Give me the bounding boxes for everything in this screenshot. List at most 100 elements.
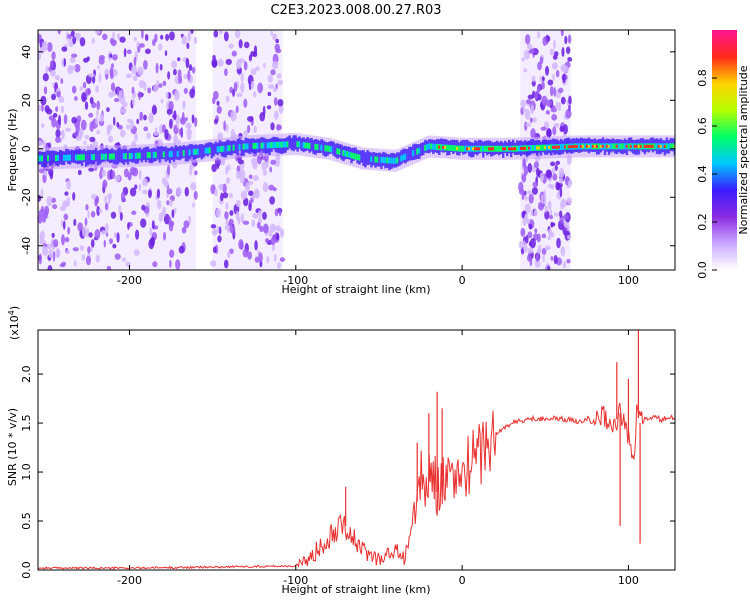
signal-core [130, 152, 134, 159]
signal-core [242, 143, 246, 150]
signal-core [434, 143, 437, 150]
noise-speckle [133, 36, 137, 42]
signal-peak [527, 146, 531, 150]
signal-peak [639, 144, 643, 148]
noise-speckle [85, 255, 91, 266]
noise-speckle [274, 43, 280, 52]
signal-core [76, 154, 80, 161]
noise-speckle [55, 106, 59, 113]
noise-speckle [79, 37, 86, 47]
noise-speckle [156, 80, 160, 86]
noise-speckle [70, 56, 76, 64]
signal-core [62, 154, 66, 161]
noise-speckle [237, 159, 244, 165]
signal-peak [551, 145, 555, 149]
noise-speckle [273, 253, 277, 262]
noise-speckle [167, 71, 171, 80]
signal-core [204, 147, 208, 154]
signal-peak [645, 144, 649, 148]
noise-speckle [278, 210, 282, 217]
signal-core [346, 151, 349, 158]
signal-band [88, 150, 92, 164]
signal-band [300, 138, 304, 151]
noise-speckle [162, 80, 167, 87]
colorbar-tick-label: 0.6 [696, 117, 709, 135]
noise-speckle [225, 177, 231, 184]
noise-speckle [229, 225, 236, 234]
noise-speckle [539, 56, 544, 65]
noise-speckle [95, 85, 99, 93]
signal-core [56, 154, 60, 161]
noise-speckle [173, 207, 177, 213]
signal-peak [651, 144, 655, 148]
noise-speckle [131, 65, 138, 75]
signal-core [350, 152, 353, 159]
signal-core [386, 157, 389, 164]
noise-speckle [222, 183, 227, 194]
noise-speckle [519, 188, 525, 195]
noise-speckle [551, 114, 558, 121]
noise-speckle [522, 217, 527, 227]
signal-band [200, 144, 204, 160]
noise-speckle [216, 225, 220, 234]
noise-speckle [99, 113, 104, 123]
noise-speckle [188, 64, 193, 72]
signal-peak [643, 144, 647, 148]
noise-speckle [522, 106, 526, 112]
signal-core [90, 154, 94, 161]
signal-band [312, 139, 316, 154]
noise-speckle [194, 170, 198, 176]
noise-speckle [541, 247, 547, 256]
noise-speckle [560, 200, 564, 210]
noise-speckle [218, 226, 222, 235]
noise-speckle [60, 78, 64, 84]
noise-speckle [140, 218, 147, 228]
signal-core [306, 142, 310, 149]
signal-core [124, 153, 128, 160]
noise-speckle [527, 247, 534, 254]
signal-band [114, 150, 118, 165]
noise-speckle [269, 166, 273, 173]
signal-band [334, 143, 337, 158]
noise-speckle [269, 223, 277, 233]
signal-band [42, 151, 46, 168]
signal-peak [635, 144, 639, 148]
signal-core [667, 143, 671, 150]
noise-speckle [223, 259, 229, 269]
noise-speckle [47, 264, 53, 270]
noise-speckle [96, 100, 101, 111]
signal-band [420, 142, 423, 156]
signal-band [240, 139, 244, 156]
noise-speckle [183, 220, 190, 229]
spectrogram-x-label: Height of straight line (km) [281, 283, 430, 296]
noise-speckle [243, 61, 248, 71]
signal-band [414, 143, 417, 160]
noise-speckle [528, 193, 534, 204]
signal-core [541, 144, 545, 151]
noise-speckle [110, 39, 117, 47]
noise-speckle [178, 128, 182, 136]
signal-core [392, 157, 395, 164]
noise-speckle [144, 33, 149, 42]
noise-speckle [110, 211, 117, 219]
signal-core [238, 144, 242, 151]
signal-peak [444, 146, 447, 150]
noise-speckle [83, 57, 89, 63]
signal-band [180, 146, 184, 159]
noise-speckle [542, 36, 548, 47]
noise-speckle [73, 131, 79, 137]
noise-speckle [104, 202, 109, 211]
noise-speckle [40, 123, 45, 128]
signal-core [412, 150, 415, 157]
signal-band [378, 152, 381, 167]
noise-speckle [96, 109, 99, 117]
noise-speckle [277, 79, 284, 86]
signal-band [322, 140, 326, 156]
signal-core [254, 142, 258, 149]
noise-speckle [520, 227, 526, 237]
signal-band [264, 138, 268, 154]
noise-speckle [545, 99, 552, 107]
noise-speckle [270, 159, 277, 165]
noise-speckle [97, 65, 100, 70]
signal-core [74, 154, 78, 161]
